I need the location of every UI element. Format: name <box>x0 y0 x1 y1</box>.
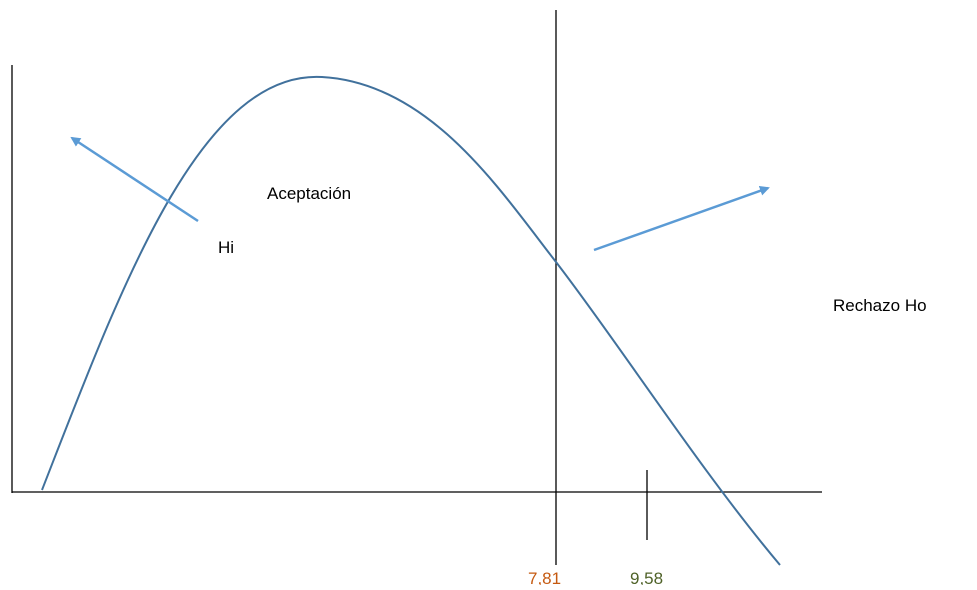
arrow-hi <box>70 136 199 223</box>
acceptance-label: Aceptación <box>267 184 351 203</box>
critical-value-label: 7,81 <box>528 569 561 585</box>
statistic-value-label: 9,58 <box>630 569 663 585</box>
rejection-label: Rechazo Ho <box>833 296 927 315</box>
distribution-curve <box>41 75 781 566</box>
arrow-rejection <box>593 185 770 252</box>
hi-label: Hi <box>218 238 234 257</box>
